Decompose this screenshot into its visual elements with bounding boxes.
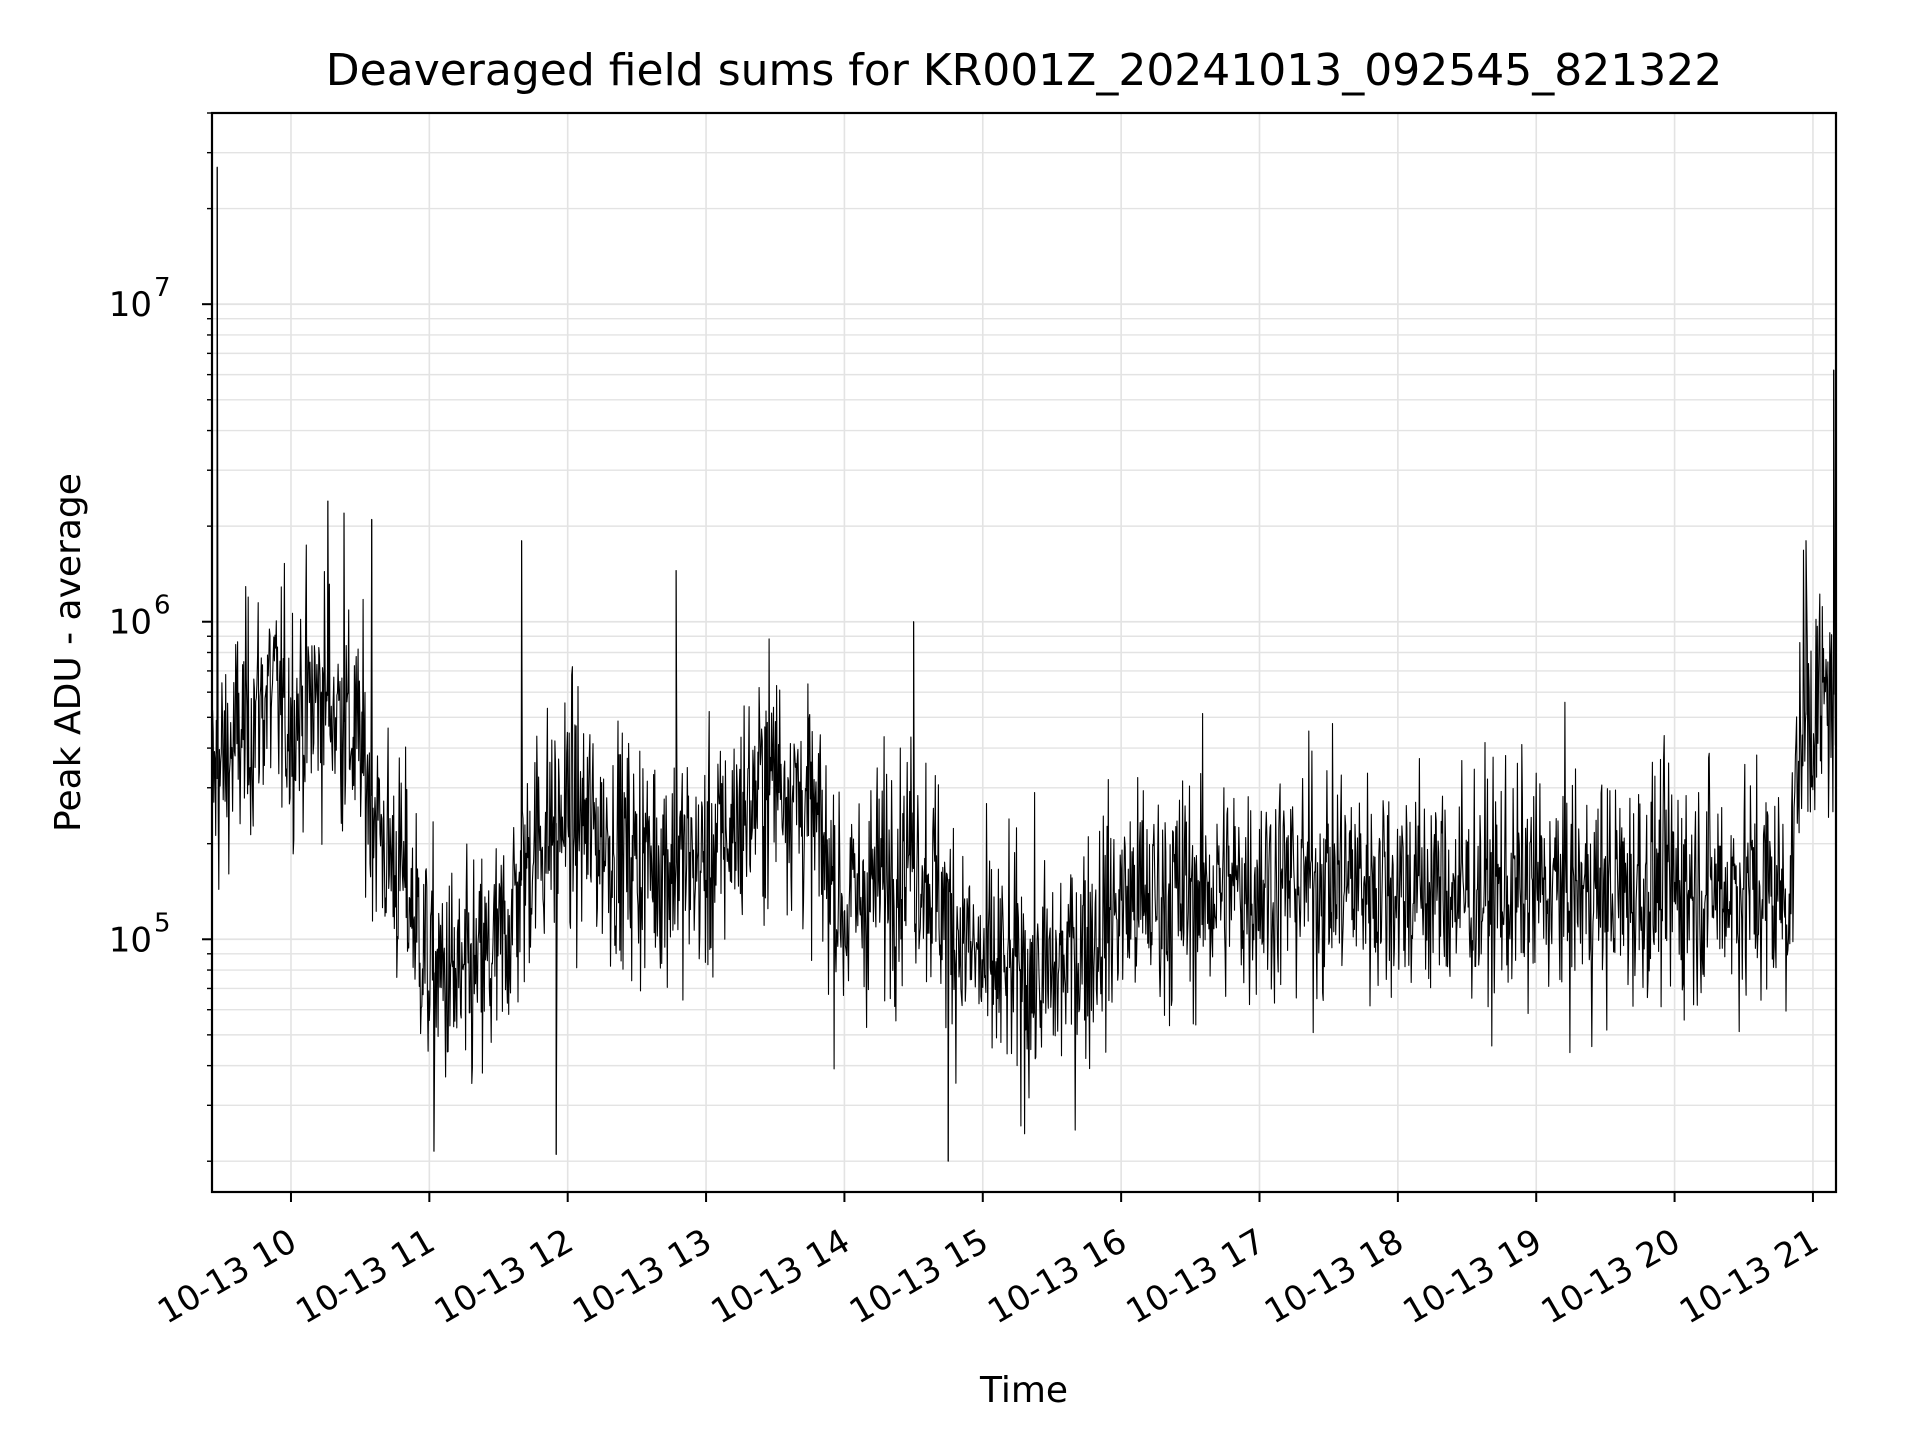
data-line — [212, 166, 1837, 1162]
x-tick-label: 10-13 20 — [1535, 1221, 1687, 1332]
y-tick-label: 10 — [109, 920, 152, 960]
series-line — [212, 166, 1837, 1162]
x-tick-label: 10-13 16 — [981, 1221, 1133, 1332]
x-tick-label: 10-13 10 — [151, 1221, 303, 1332]
x-tick-label: 10-13 11 — [289, 1221, 441, 1332]
x-tick-label: 10-13 15 — [843, 1221, 995, 1332]
y-tick-label: 10 — [109, 603, 152, 643]
y-tick-exponent: 5 — [154, 908, 171, 938]
x-tick-label: 10-13 12 — [428, 1221, 580, 1332]
x-tick-label: 10-13 18 — [1258, 1221, 1410, 1332]
y-axis-title: Peak ADU - average — [48, 473, 89, 832]
x-axis-title: Time — [979, 1370, 1068, 1411]
x-tick-label: 10-13 13 — [566, 1221, 718, 1332]
x-tick-label: 10-13 21 — [1673, 1221, 1825, 1332]
x-tick-label: 10-13 14 — [705, 1221, 857, 1332]
y-tick-exponent: 7 — [154, 273, 171, 303]
x-tick-label: 10-13 19 — [1396, 1221, 1548, 1332]
chart-title: Deaveraged field sums for KR001Z_2024101… — [326, 45, 1722, 96]
y-tick-label: 10 — [109, 285, 152, 325]
y-tick-exponent: 6 — [154, 591, 171, 621]
x-tick-label: 10-13 17 — [1120, 1221, 1272, 1332]
